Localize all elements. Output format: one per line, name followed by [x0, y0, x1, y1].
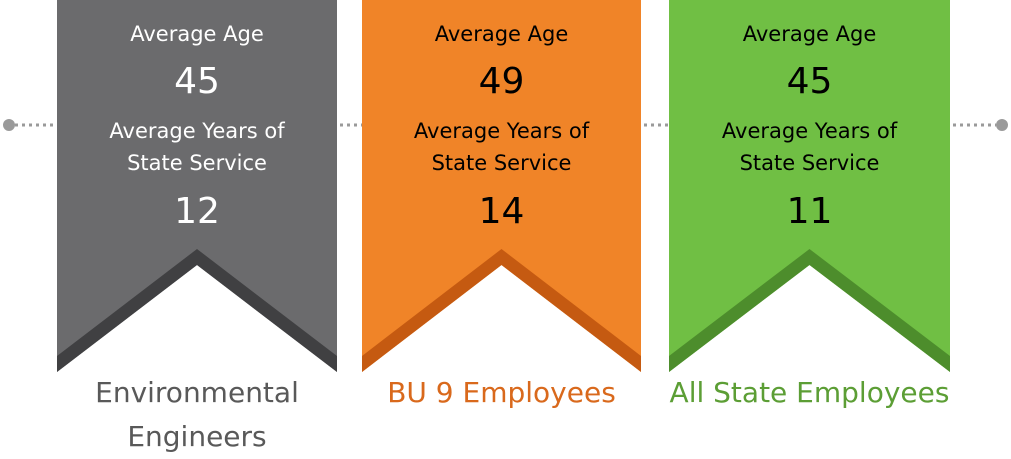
banner-shape	[362, 0, 641, 372]
banner: Average Age 49 Average Years of State Servi…	[362, 0, 641, 409]
banner-caption: Environmental	[95, 376, 299, 409]
connector	[3, 119, 1008, 131]
banner: Average Age 45 Average Years of State Servi…	[669, 0, 950, 409]
banner: Average Age 45 Average Years of State Servi…	[57, 0, 337, 453]
banner-shape	[669, 0, 950, 372]
metric-label: Average Years of	[109, 119, 285, 143]
metric-value: 45	[787, 61, 833, 102]
connector-dot	[996, 119, 1008, 131]
metric-label: Average Years of	[722, 119, 898, 143]
metric-value: 14	[479, 191, 525, 232]
banner-caption: BU 9 Employees	[387, 376, 616, 409]
metric-value: 12	[174, 191, 220, 232]
metric-label: Average Age	[743, 22, 877, 46]
metric-label: Average Age	[130, 22, 264, 46]
connector-dot	[3, 119, 15, 131]
banner-caption: All State Employees	[670, 376, 950, 409]
banner-caption: Engineers	[127, 420, 266, 453]
metric-label: State Service	[432, 151, 572, 175]
metric-label: Average Years of	[414, 119, 590, 143]
metric-label: State Service	[127, 151, 267, 175]
metric-value: 11	[787, 191, 833, 232]
metric-label: Average Age	[435, 22, 569, 46]
metric-value: 49	[479, 61, 525, 102]
metric-label: State Service	[740, 151, 880, 175]
metric-value: 45	[174, 61, 220, 102]
banner-shape	[57, 0, 337, 372]
